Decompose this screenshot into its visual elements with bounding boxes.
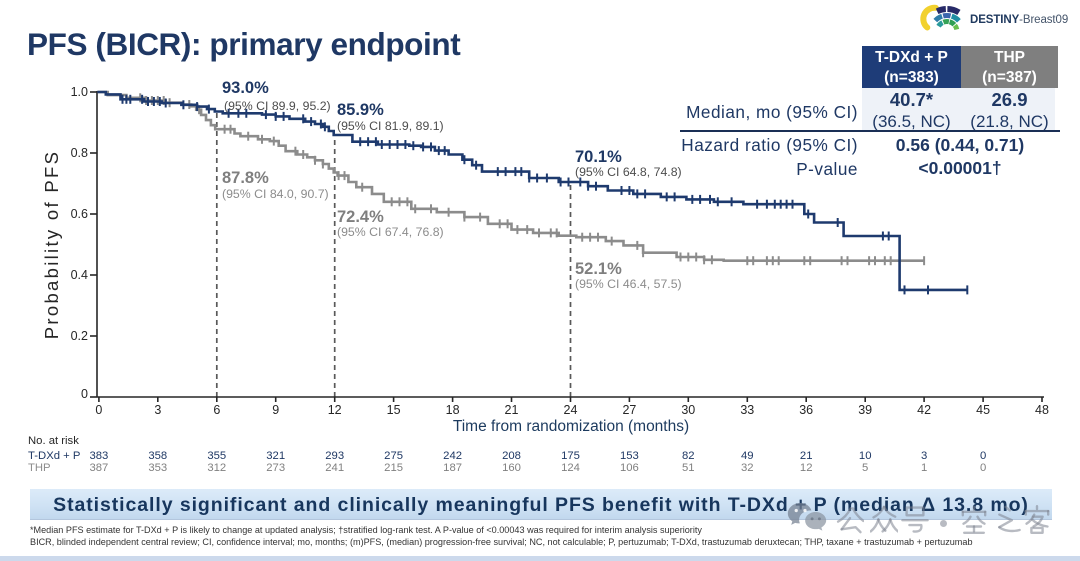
svg-text:21: 21 (505, 403, 519, 417)
svg-text:(95% CI 64.8, 74.8): (95% CI 64.8, 74.8) (575, 165, 682, 179)
svg-text:208: 208 (502, 450, 521, 462)
svg-text:THP: THP (28, 462, 51, 474)
svg-text:10: 10 (859, 450, 872, 462)
svg-text:36: 36 (799, 403, 813, 417)
svg-text:275: 275 (384, 450, 403, 462)
svg-text:48: 48 (1035, 403, 1049, 417)
svg-text:106: 106 (620, 462, 639, 474)
svg-text:24: 24 (564, 403, 578, 417)
svg-text:293: 293 (325, 450, 344, 462)
svg-text:0.6: 0.6 (71, 207, 88, 221)
svg-text:5: 5 (862, 462, 868, 474)
svg-text:Probability of PFS: Probability of PFS (41, 150, 62, 339)
svg-text:45: 45 (976, 403, 990, 417)
svg-text:72.4%: 72.4% (337, 208, 384, 226)
svg-text:(95% CI 89.9, 95.2): (95% CI 89.9, 95.2) (224, 99, 331, 113)
svg-text:(95% CI 81.9, 89.1): (95% CI 81.9, 89.1) (337, 119, 444, 133)
svg-text:124: 124 (561, 462, 580, 474)
svg-text:30: 30 (681, 403, 695, 417)
svg-text:160: 160 (502, 462, 521, 474)
svg-text:51: 51 (682, 462, 695, 474)
svg-text:175: 175 (561, 450, 580, 462)
svg-text:(95% CI 46.4, 57.5): (95% CI 46.4, 57.5) (575, 277, 682, 291)
svg-text:242: 242 (443, 450, 462, 462)
svg-text:187: 187 (443, 462, 462, 474)
svg-text:0: 0 (980, 450, 986, 462)
svg-text:0.4: 0.4 (71, 268, 88, 282)
svg-text:6: 6 (213, 403, 220, 417)
svg-text:0: 0 (95, 403, 102, 417)
svg-text:42: 42 (917, 403, 931, 417)
svg-text:0.2: 0.2 (71, 329, 88, 343)
svg-text:85.9%: 85.9% (337, 101, 384, 119)
svg-text:18: 18 (446, 403, 460, 417)
svg-text:15: 15 (387, 403, 401, 417)
svg-text:215: 215 (384, 462, 403, 474)
svg-text:87.8%: 87.8% (222, 169, 269, 187)
svg-text:Time from randomization (month: Time from randomization (months) (453, 418, 689, 435)
svg-text:32: 32 (741, 462, 754, 474)
svg-text:3: 3 (921, 450, 927, 462)
svg-text:355: 355 (207, 450, 226, 462)
svg-text:21: 21 (800, 450, 813, 462)
svg-text:353: 353 (148, 462, 167, 474)
svg-text:1.0: 1.0 (71, 85, 88, 99)
svg-text:12: 12 (328, 403, 342, 417)
svg-text:312: 312 (207, 462, 226, 474)
svg-text:27: 27 (622, 403, 636, 417)
svg-text:387: 387 (89, 462, 108, 474)
svg-text:T-DXd + P: T-DXd + P (28, 450, 80, 462)
svg-text:0.8: 0.8 (71, 146, 88, 160)
svg-text:0: 0 (81, 387, 88, 401)
svg-text:9: 9 (272, 403, 279, 417)
svg-text:153: 153 (620, 450, 639, 462)
svg-text:39: 39 (858, 403, 872, 417)
svg-text:1: 1 (921, 462, 927, 474)
svg-text:93.0%: 93.0% (222, 79, 269, 97)
svg-text:358: 358 (148, 450, 167, 462)
svg-text:52.1%: 52.1% (575, 260, 622, 278)
svg-text:321: 321 (266, 450, 285, 462)
svg-text:(95% CI 84.0, 90.7): (95% CI 84.0, 90.7) (222, 187, 329, 201)
svg-text:3: 3 (154, 403, 161, 417)
svg-text:241: 241 (325, 462, 344, 474)
svg-text:12: 12 (800, 462, 813, 474)
svg-text:(95% CI 67.4, 76.8): (95% CI 67.4, 76.8) (337, 225, 444, 239)
svg-text:82: 82 (682, 450, 695, 462)
svg-text:No. at risk: No. at risk (28, 435, 79, 447)
svg-text:33: 33 (740, 403, 754, 417)
svg-text:383: 383 (89, 450, 108, 462)
svg-text:0: 0 (980, 462, 986, 474)
svg-text:273: 273 (266, 462, 285, 474)
svg-text:70.1%: 70.1% (575, 148, 622, 166)
svg-text:49: 49 (741, 450, 754, 462)
